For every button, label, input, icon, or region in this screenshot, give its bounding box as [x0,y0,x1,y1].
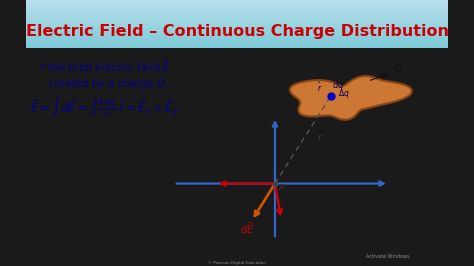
Text: $d\vec{E}$: $d\vec{E}$ [240,221,255,236]
Polygon shape [290,76,412,120]
Text: $\vec{E} = \int d\vec{E} = \int \frac{k\,dq}{r^2}\,\hat{r} = \vec{E}_x + \vec{E}: $\vec{E} = \int d\vec{E} = \int \frac{k\… [30,97,180,121]
Text: * the total electric field $\vec{E}$: * the total electric field $\vec{E}$ [39,59,170,74]
Text: © Pearson Digital Education: © Pearson Digital Education [208,261,266,265]
Text: $\hat{r}$: $\hat{r}$ [317,80,323,94]
Text: $dq$: $dq$ [332,79,345,92]
Text: p: p [278,182,284,192]
Text: created by a charge Q :: created by a charge Q : [39,79,171,89]
Text: Activate Windows: Activate Windows [366,254,410,259]
Text: r: r [318,133,321,142]
Text: Electric Field – Continuous Charge Distribution: Electric Field – Continuous Charge Distr… [26,24,448,39]
Text: $\Delta q$: $\Delta q$ [338,87,350,100]
Text: Q: Q [393,64,401,74]
